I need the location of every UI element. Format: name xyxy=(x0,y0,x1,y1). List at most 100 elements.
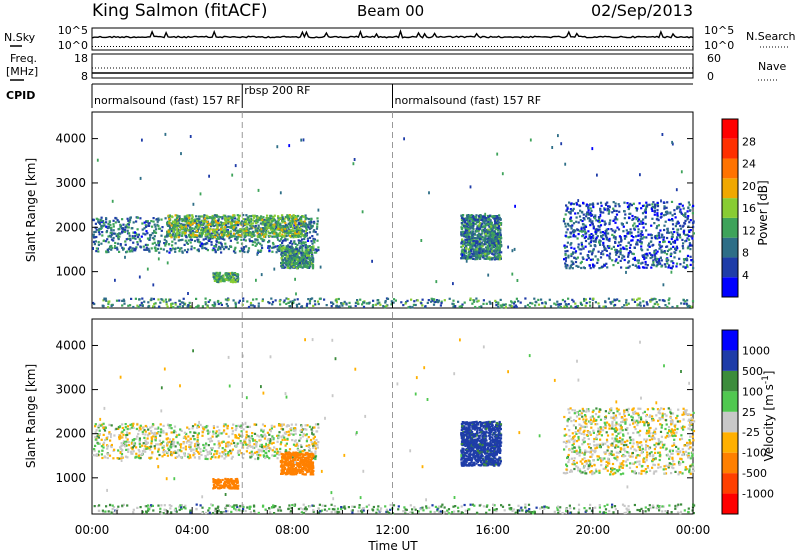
power-echo-cell xyxy=(478,257,482,260)
power-echo-cell xyxy=(292,232,295,236)
velocity-echo-cell xyxy=(273,454,276,457)
power-echo-cell xyxy=(304,214,307,217)
power-echo-cell xyxy=(691,221,695,224)
power-echo-cell xyxy=(105,225,108,228)
power-echo-cell xyxy=(94,240,97,243)
power-echo-cell xyxy=(639,173,641,177)
power-echo-cell xyxy=(491,236,494,239)
power-echo-cell xyxy=(497,222,500,225)
power-echo-cell xyxy=(310,246,313,249)
power-echo-cell xyxy=(306,223,309,226)
power-echo-cell xyxy=(231,273,235,276)
power-echo-cell xyxy=(634,225,638,228)
power-echo-cell xyxy=(485,255,488,258)
power-echo-cell xyxy=(585,204,588,208)
power-echo-cell xyxy=(584,245,587,248)
power-echo-cell xyxy=(192,235,195,238)
power-echo-cell xyxy=(164,217,167,220)
power-echo-cell xyxy=(479,237,482,240)
power-echo-cell xyxy=(504,306,507,309)
power-echo-cell xyxy=(189,224,192,227)
power-echo-cell xyxy=(493,225,497,228)
power-echo-cell xyxy=(484,257,487,260)
power-echo-cell xyxy=(182,231,185,234)
power-echo-cell xyxy=(226,274,229,277)
power-echo-cell xyxy=(267,241,270,244)
velocity-echo-cell xyxy=(188,447,192,450)
power-echo-cell xyxy=(138,275,141,279)
power-echo-cell xyxy=(277,227,280,230)
power-echo-cell xyxy=(237,233,240,236)
power-echo-cell xyxy=(645,266,648,269)
power-echo-cell xyxy=(646,264,649,267)
power-echo-cell xyxy=(519,301,522,304)
power-echo-cell xyxy=(255,298,258,301)
power-echo-cell xyxy=(187,248,190,251)
power-echo-cell xyxy=(132,241,135,244)
power-echo-cell xyxy=(464,255,467,258)
power-echo-cell xyxy=(258,217,261,220)
power-echo-cell xyxy=(478,228,481,231)
power-echo-cell xyxy=(187,233,190,237)
power-echo-cell xyxy=(240,247,243,250)
power-echo-cell xyxy=(255,228,258,231)
power-echo-cell xyxy=(603,232,606,235)
power-echo-cell xyxy=(582,247,585,250)
power-echo-cell xyxy=(362,305,366,308)
power-echo-cell xyxy=(110,226,113,229)
power-echo-cell xyxy=(512,302,516,305)
power-echo-cell xyxy=(242,297,245,300)
power-echo-cell xyxy=(215,271,218,274)
power-echo-cell xyxy=(673,230,676,234)
power-echo-cell xyxy=(119,232,122,235)
power-echo-cell xyxy=(258,236,261,239)
power-echo-cell xyxy=(227,247,230,251)
power-echo-cell xyxy=(252,240,255,243)
power-echo-cell xyxy=(585,215,588,218)
power-echo-cell xyxy=(684,212,687,215)
velocity-echo-cell xyxy=(314,450,317,453)
power-echo-cell xyxy=(443,299,446,302)
power-echo-cell xyxy=(112,229,115,232)
power-echo-cell xyxy=(634,216,637,219)
power-echo-cell xyxy=(228,274,231,278)
power-echo-cell xyxy=(462,214,465,217)
power-echo-cell xyxy=(245,229,248,232)
power-echo-cell xyxy=(278,233,281,236)
power-echo-cell xyxy=(480,222,483,225)
power-echo-cell xyxy=(111,246,114,250)
power-echo-cell xyxy=(572,300,575,303)
power-echo-cell xyxy=(310,225,313,228)
power-echo-cell xyxy=(601,231,604,234)
power-echo-cell xyxy=(195,234,198,237)
power-echo-cell xyxy=(465,245,468,248)
power-echo-cell xyxy=(676,236,679,239)
power-echo-cell xyxy=(462,248,465,251)
power-echo-cell xyxy=(608,252,612,255)
power-echo-cell xyxy=(301,225,304,228)
power-echo-cell xyxy=(271,300,275,304)
power-echo-cell xyxy=(664,265,667,268)
power-echo-cell xyxy=(141,222,144,225)
power-echo-cell xyxy=(299,231,302,234)
power-echo-cell xyxy=(284,222,287,225)
power-echo-cell xyxy=(260,273,263,277)
power-echo-cell xyxy=(472,219,476,222)
power-echo-cell xyxy=(607,246,611,249)
power-echo-cell xyxy=(619,251,622,254)
power-echo-cell xyxy=(492,225,495,228)
power-echo-cell xyxy=(569,225,572,228)
power-echo-cell xyxy=(673,209,676,212)
power-echo-cell xyxy=(225,233,228,237)
power-echo-cell xyxy=(580,227,583,230)
power-echo-cell xyxy=(636,207,639,210)
power-echo-cell xyxy=(255,278,257,282)
velocity-echo-cell xyxy=(291,456,295,459)
power-echo-cell xyxy=(296,298,299,301)
power-echo-cell xyxy=(261,246,264,250)
power-echo-cell xyxy=(612,201,615,204)
power-echo-cell xyxy=(687,225,690,228)
power-echo-cell xyxy=(485,250,488,253)
power-echo-cell xyxy=(227,225,230,228)
power-echo-cell xyxy=(190,248,193,251)
